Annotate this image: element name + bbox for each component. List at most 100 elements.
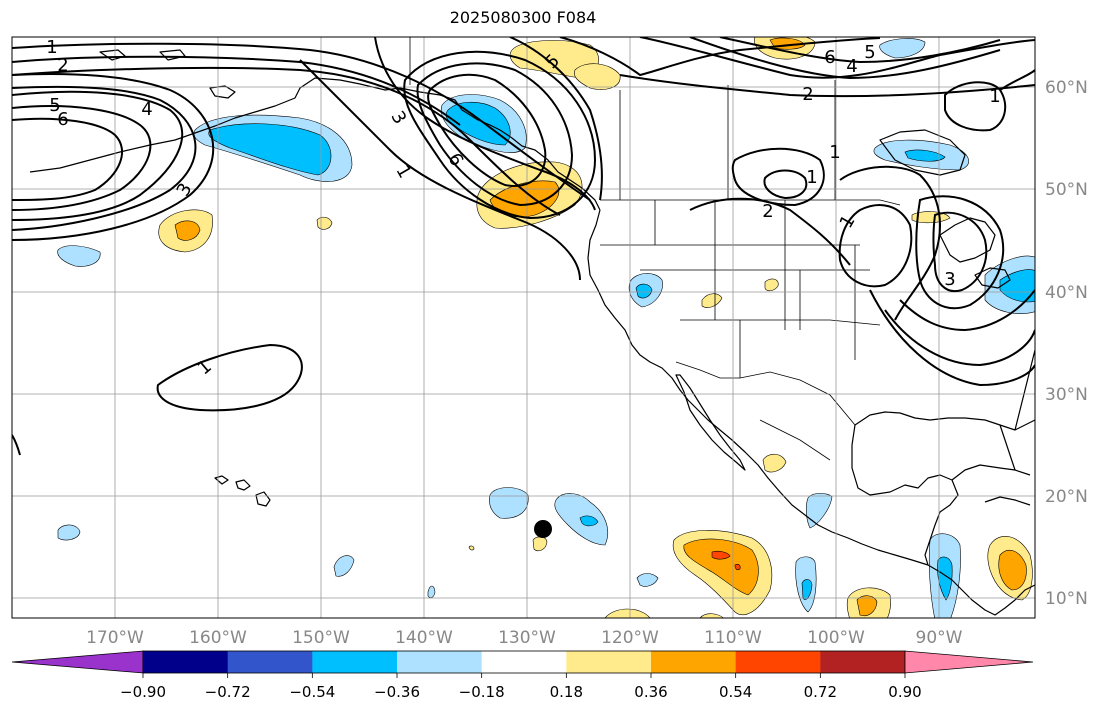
longitude-label: 110°W	[704, 628, 762, 648]
colorbar-bin	[820, 651, 906, 673]
contour-label: 3	[944, 269, 955, 290]
colorbar-bin	[312, 651, 398, 673]
contour-line	[915, 195, 1005, 310]
contour-label: 6	[824, 47, 835, 68]
latitude-label: 50°N	[1045, 180, 1088, 200]
coast-central-america	[927, 564, 1035, 616]
contour-label: 1	[806, 167, 817, 188]
shaded-region-yellow-small-2	[701, 293, 723, 308]
contour-label: 2	[802, 84, 813, 105]
location-marker	[534, 520, 552, 538]
longitude-label: 170°W	[86, 628, 144, 648]
latitude-label: 60°N	[1045, 78, 1088, 98]
contour-line	[932, 211, 988, 293]
colorbar-tick-label: 0.36	[634, 683, 667, 701]
shaded-region-subtrop-light-3	[57, 524, 81, 541]
contour-label: 1	[989, 86, 1000, 107]
contour-line	[156, 343, 303, 412]
coast-hudson-bay	[879, 129, 966, 176]
contour-line	[999, 69, 1035, 91]
colorbar-tick-label: −0.72	[205, 683, 251, 701]
shaded-region-subtrop-yellow-dot	[532, 536, 548, 552]
colorbar-tick-label: −0.54	[289, 683, 335, 701]
border-states-5	[739, 270, 801, 378]
contour-label: 1	[46, 37, 57, 58]
contour-line	[899, 289, 1035, 332]
shaded-region-mexico-red-2	[734, 563, 741, 571]
colorbar-bin	[397, 651, 483, 673]
coast-west-us	[587, 209, 929, 566]
colorbar-tick-label: 0.72	[804, 683, 837, 701]
contour-line	[869, 289, 1035, 387]
contour-label: 2	[762, 201, 773, 222]
longitude-label: 150°W	[292, 628, 350, 648]
longitude-label: 100°W	[807, 628, 865, 648]
contour-line	[12, 66, 561, 216]
contour-line	[12, 42, 591, 201]
longitude-label: 130°W	[498, 628, 556, 648]
coast-great-lakes	[939, 217, 1011, 289]
colorbar-bin	[143, 651, 229, 673]
shaded-region-north-yellow-2	[573, 63, 621, 90]
border-us-mexico	[675, 361, 856, 426]
border-mexico-states	[759, 419, 831, 461]
contour-label: 4	[846, 56, 857, 77]
coast-florida	[999, 424, 1016, 471]
shaded-region-hudson-blue	[904, 149, 946, 162]
shaded-region-mexico-orange	[683, 538, 759, 596]
latitude-label: 20°N	[1045, 487, 1088, 507]
contour-label: 5	[864, 42, 875, 63]
longitude-label: 90°W	[916, 628, 963, 648]
contour-line	[12, 434, 21, 456]
political-borders	[409, 37, 901, 461]
shaded-region-pacific-orange	[856, 595, 878, 617]
map-title: 2025080300 F084	[449, 8, 597, 27]
contour-line	[839, 165, 941, 321]
border-states-4	[654, 200, 856, 360]
shaded-region-baja-yellow	[762, 453, 787, 473]
shaded-region-subtrop-light-4	[333, 555, 355, 577]
coast-cuba	[984, 496, 1031, 506]
colorbar-tick-label: 0.54	[719, 683, 752, 701]
contour-line	[12, 105, 152, 211]
contour-line	[416, 62, 574, 207]
shaded-region-nepac-orange	[174, 220, 201, 241]
contour-label: 1	[829, 142, 840, 163]
colorbar: −0.90 −0.72 −0.54 −0.36 −0.18 0.18 0.36 0.54 0.7…	[11, 650, 1034, 701]
colorbar-bin	[566, 651, 652, 673]
colorbar-under-triangle	[11, 650, 144, 674]
coast-baja	[675, 374, 746, 471]
shaded-region-yellow-small-3	[764, 278, 779, 292]
contour-line	[619, 74, 1035, 98]
colorbar-bin	[481, 651, 567, 673]
latitude-label: 30°N	[1045, 385, 1088, 405]
gridlines	[12, 37, 1035, 618]
contour-label: 5	[49, 95, 60, 116]
latitude-labels: 60°N 50°N 40°N 30°N 20°N 10°N	[1045, 78, 1088, 609]
shaded-region-alaska-gulf-blue	[208, 123, 332, 176]
colorbar-bin	[735, 651, 821, 673]
coast-hawaii-2	[235, 479, 251, 491]
contour-line	[944, 81, 1007, 132]
shaded-region-mexico-red	[711, 550, 731, 560]
contour-line	[884, 309, 1035, 367]
shaded-region-subtrop-light-6	[636, 573, 659, 587]
latitude-label: 10°N	[1045, 589, 1088, 609]
shaded-region-pacific-blue-2	[801, 579, 813, 600]
coast-yucatan	[951, 464, 1031, 481]
colorbar-bin	[651, 651, 737, 673]
shaded-region-subtrop-light-5	[427, 585, 436, 598]
shaded-region-subtrop-light-1	[489, 487, 529, 519]
contour-line	[12, 85, 197, 231]
map-frame	[11, 36, 1036, 619]
border-canada-provinces	[619, 80, 836, 200]
contour-line	[639, 37, 1035, 79]
colorbar-tick-label: 0.18	[550, 683, 583, 701]
contour-line	[374, 37, 596, 211]
contour-label: 4	[141, 99, 152, 120]
shaded-region-caribbean-orange	[998, 549, 1027, 591]
contour-line	[299, 59, 581, 281]
shaded-region-subtrop-blue-2	[579, 515, 599, 527]
